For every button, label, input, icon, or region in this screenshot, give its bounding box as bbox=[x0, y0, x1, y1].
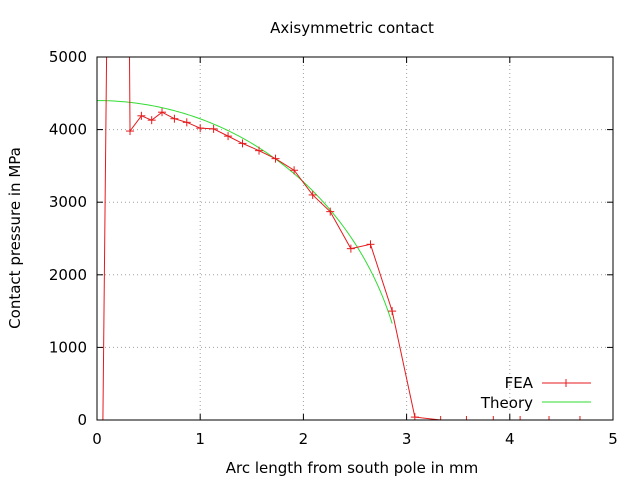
y-tick-label: 3000 bbox=[49, 193, 87, 211]
legend-label-fea: FEA bbox=[505, 374, 534, 392]
fea-data-point bbox=[255, 146, 264, 155]
x-tick-label: 2 bbox=[299, 430, 309, 448]
series-theory-line bbox=[97, 100, 393, 324]
fea-data-point bbox=[224, 132, 233, 141]
y-tick-label: 2000 bbox=[49, 266, 87, 284]
fea-data-point bbox=[126, 127, 135, 136]
legend-label-theory: Theory bbox=[480, 394, 533, 412]
fea-data-point bbox=[147, 116, 156, 125]
fea-data-point bbox=[137, 111, 146, 120]
fea-data-point bbox=[388, 307, 397, 316]
y-tick-label: 5000 bbox=[49, 48, 87, 66]
fea-data-point bbox=[326, 207, 335, 216]
legend: FEA Theory bbox=[480, 374, 591, 412]
fea-data-point bbox=[271, 154, 280, 163]
fea-data-point bbox=[575, 416, 584, 420]
legend-marker-fea bbox=[562, 379, 570, 387]
legend-plus-marker bbox=[562, 379, 570, 387]
fea-data-point bbox=[462, 416, 471, 420]
series-layer bbox=[97, 57, 584, 420]
fea-data-point bbox=[308, 190, 317, 199]
fea-data-point bbox=[489, 416, 498, 420]
grid-lines bbox=[97, 57, 613, 420]
x-tick-label: 0 bbox=[92, 430, 102, 448]
series-fea-line bbox=[102, 57, 580, 420]
y-axis-label: Contact pressure in MPa bbox=[6, 147, 24, 329]
x-tick-label: 3 bbox=[402, 430, 412, 448]
fea-data-point bbox=[170, 114, 179, 123]
y-tick-label: 1000 bbox=[49, 338, 87, 356]
fea-data-point bbox=[182, 118, 191, 127]
fea-data-point bbox=[196, 124, 205, 133]
chart-title: Axisymmetric contact bbox=[270, 19, 434, 37]
x-tick-label: 5 bbox=[608, 430, 618, 448]
x-tick-label: 1 bbox=[195, 430, 205, 448]
fea-data-point bbox=[516, 416, 525, 420]
x-tick-label: 4 bbox=[505, 430, 515, 448]
fea-data-point bbox=[545, 416, 554, 420]
fea-data-point bbox=[209, 124, 218, 133]
fea-data-point bbox=[366, 240, 375, 249]
fea-data-point bbox=[238, 139, 247, 148]
fea-data-point bbox=[436, 416, 445, 420]
y-tick-label: 4000 bbox=[49, 121, 87, 139]
fea-data-point bbox=[346, 244, 355, 253]
y-tick-labels: 0 1000 2000 3000 4000 5000 bbox=[49, 48, 87, 429]
y-tick-label: 0 bbox=[77, 411, 87, 429]
fea-data-point bbox=[290, 166, 299, 175]
x-axis-label: Arc length from south pole in mm bbox=[226, 459, 479, 477]
x-tick-labels: 0 1 2 3 4 5 bbox=[92, 430, 618, 448]
fea-data-point bbox=[158, 108, 167, 117]
plot-frame bbox=[96, 56, 614, 421]
